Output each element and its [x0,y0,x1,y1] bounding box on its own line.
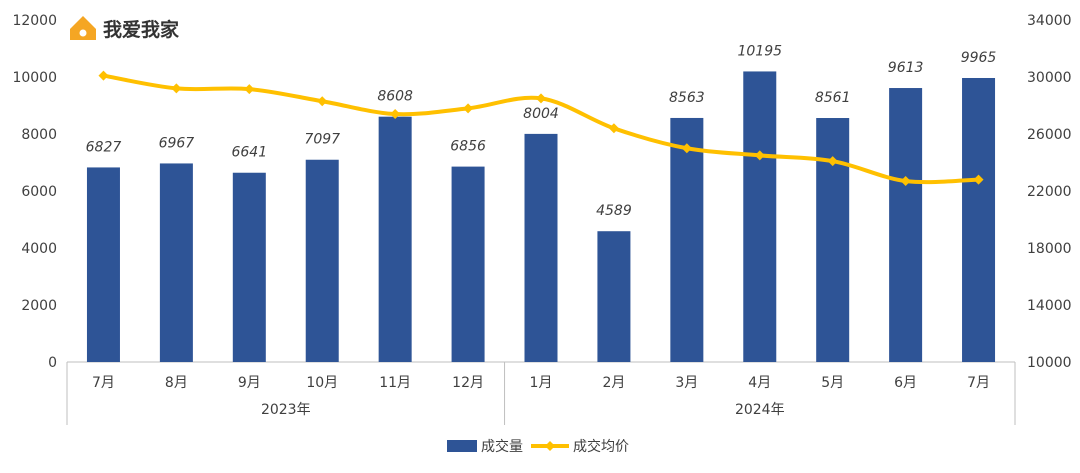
bar-data-label: 9613 [888,60,924,76]
line-point [244,84,255,95]
line-point [98,70,109,81]
y-axis-left: 0 2000 4000 6000 8000 10000 12000 [12,13,57,371]
x-tick-label: 10月 [306,375,338,391]
y-left-tick-label: 6000 [21,184,57,200]
bar-data-label: 7097 [304,132,340,148]
bar-data-label: 6856 [450,139,486,155]
bar [816,118,850,362]
bar [962,77,996,362]
bar-data-label: 6827 [86,139,122,155]
x-tick-label: 3月 [675,375,698,391]
bar [597,231,631,362]
y-right-tick-label: 10000 [1027,355,1072,371]
bar-data-label: 6967 [159,135,195,151]
line-point [827,156,838,167]
x-tick-label: 9月 [238,375,261,391]
x-tick-label: 2月 [602,375,625,391]
line-point [390,109,401,120]
house-door-icon [79,29,87,37]
bar-data-label: 8004 [523,106,559,122]
line-point [536,93,546,104]
line-point [973,174,984,185]
y-right-tick-label: 22000 [1027,184,1072,200]
y-left-tick-label: 2000 [21,298,57,314]
x-tick-label: 11月 [379,375,411,391]
x-tick-label: 7月 [92,375,115,391]
legend: 成交量 成交均价 [447,438,629,455]
bar-data-label: 8563 [669,90,705,106]
y-left-tick-label: 10000 [12,70,57,86]
y-axis-right: 10000 14000 18000 22000 26000 30000 34000 [1027,13,1072,371]
x-tick-label: 4月 [748,375,771,391]
line-point [608,123,619,134]
x-tick-label: 5月 [821,375,844,391]
line-point [171,83,182,94]
bar-data-label: 8608 [377,89,413,105]
brand-name: 我爱我家 [103,18,180,41]
y-right-tick-label: 30000 [1027,70,1072,86]
bar [305,159,339,362]
y-left-tick-label: 0 [48,355,57,371]
bar-data-label: 4589 [596,203,632,219]
line-point [681,143,692,154]
x-tick-label: 7月 [967,375,990,391]
y-left-tick-label: 4000 [21,241,57,257]
x-tick-label: 8月 [165,375,188,391]
bar-data-label: 6641 [231,145,267,161]
y-right-tick-label: 26000 [1027,127,1072,143]
line-point [463,103,474,114]
line-point [754,150,765,161]
x-tick-label: 1月 [530,375,553,391]
bar [86,167,120,362]
bar-data-label: 10195 [737,43,782,59]
x-group-label: 2024年 [735,402,785,418]
bar [378,116,412,362]
x-axis: 2023年 2024年 7月 8月 9月 10月 11月 12月 1月 2月 3月 4月 5月 6月 7月 [66,361,1016,425]
line-point [317,96,328,107]
bar [670,117,704,362]
bar-data-label: 8561 [815,90,851,106]
legend-swatch-bar [447,440,477,452]
bar [159,163,193,362]
legend-label-line: 成交均价 [573,438,629,455]
legend-label-bar: 成交量 [481,438,523,455]
bar-data-label: 9965 [961,50,997,66]
x-tick-label: 6月 [894,375,917,391]
bar [889,88,923,362]
line-point [900,176,911,187]
legend-swatch-marker [545,441,555,451]
x-tick-label: 12月 [452,375,484,391]
bar-data-labels: 6827 6967 6641 7097 8608 6856 8004 4589 8563 1019… [86,43,997,219]
bar-series [86,71,996,362]
bar [451,166,485,362]
y-right-tick-label: 14000 [1027,298,1072,314]
y-left-tick-label: 8000 [21,127,57,143]
bar [232,172,266,362]
x-group-label: 2023年 [261,402,311,418]
house-icon [70,16,96,40]
line-series [98,70,984,187]
y-left-tick-label: 12000 [12,13,57,29]
y-right-tick-label: 18000 [1027,241,1072,257]
bar [743,71,777,362]
y-right-tick-label: 34000 [1027,13,1072,29]
brand-logo: 我爱我家 [70,16,180,41]
bar [524,133,558,362]
